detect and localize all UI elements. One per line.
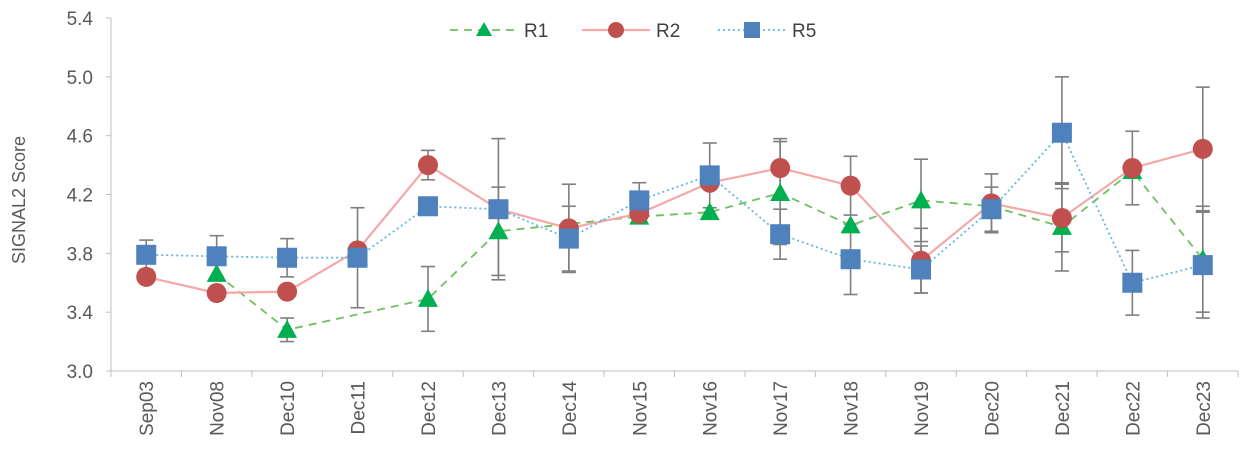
x-tick-label: Dec14: [560, 381, 581, 436]
data-point-r1: [488, 221, 509, 240]
data-point-r1: [770, 183, 791, 202]
y-tick-label: 4.6: [67, 127, 93, 148]
y-tick-label: 5.0: [67, 68, 93, 89]
x-tick-label: Dec12: [419, 381, 440, 436]
data-point-r5: [488, 199, 509, 220]
legend-square-marker: [744, 22, 760, 38]
y-axis-title: SIGNAL2 Score: [9, 136, 29, 264]
legend-circle-marker: [608, 22, 624, 38]
data-point-r2: [277, 281, 298, 302]
data-point-r2: [1192, 138, 1213, 159]
legend-triangle-marker: [476, 22, 492, 36]
series-line-r2: [145, 147, 1204, 295]
data-point-r1: [206, 263, 227, 282]
data-point-r5: [417, 196, 438, 217]
data-point-r5: [840, 249, 861, 270]
data-point-r1: [699, 202, 720, 221]
data-point-r2: [770, 158, 791, 179]
data-point-r2: [206, 283, 227, 304]
data-point-r5: [629, 190, 650, 211]
legend-label-r1: R1: [524, 21, 548, 42]
x-tick-label: Dec20: [982, 381, 1003, 436]
data-point-r2: [136, 266, 157, 287]
data-point-r1: [417, 288, 438, 307]
data-point-r5: [206, 246, 227, 267]
data-point-r5: [136, 244, 157, 265]
data-point-r5: [770, 224, 791, 245]
axes: 3.0 3.4 3.8 4.2 4.6 5.0 5.4 Sep03 Nov08 Dec10 Dec1…: [67, 9, 1239, 436]
data-point-r1: [277, 319, 298, 338]
series-markers: [136, 122, 1213, 338]
legend: R1 R2 R5: [450, 21, 816, 42]
series-lines: [145, 131, 1204, 331]
data-point-r5: [1051, 122, 1072, 143]
x-tick-label: Nov17: [771, 381, 792, 436]
y-tick-label: 3.0: [67, 362, 93, 383]
x-tick-label: Dec23: [1194, 381, 1215, 436]
y-tick-label: 3.4: [67, 303, 94, 324]
x-tick-label: Dec13: [489, 381, 510, 436]
x-tick-label: Dec10: [278, 381, 299, 436]
legend-label-r5: R5: [792, 21, 816, 42]
x-tick-label: Nov08: [208, 381, 229, 436]
y-tick-label: 3.8: [67, 244, 93, 265]
x-tick-label: Nov18: [842, 381, 863, 436]
y-tick-label: 4.2: [67, 186, 93, 207]
x-tick-label: Nov16: [701, 381, 722, 436]
data-point-r2: [417, 155, 438, 176]
data-point-r5: [277, 247, 298, 268]
data-point-r2: [840, 175, 861, 196]
data-point-r5: [981, 199, 1002, 220]
x-tick-label: Dec11: [349, 381, 370, 435]
x-tick-label: Nov19: [912, 381, 933, 436]
x-tick-label: Dec22: [1123, 381, 1144, 436]
legend-label-r2: R2: [656, 21, 680, 42]
x-tick-label: Nov15: [630, 381, 651, 436]
series-line-r5: [146, 131, 1204, 284]
data-point-r5: [1122, 272, 1143, 293]
data-point-r5: [558, 228, 579, 249]
data-point-r1: [911, 190, 932, 209]
y-tick-label: 5.4: [67, 9, 94, 30]
data-point-r5: [347, 247, 368, 268]
x-tick-label: Dec21: [1053, 381, 1074, 436]
data-point-r5: [911, 259, 932, 280]
error-bars: [139, 76, 1210, 343]
data-point-r2: [1122, 158, 1143, 179]
data-point-r5: [1192, 255, 1213, 276]
x-tick-label: Sep03: [137, 381, 158, 436]
data-point-r5: [699, 165, 720, 186]
data-point-r2: [1051, 208, 1072, 229]
data-point-r1: [840, 215, 861, 234]
